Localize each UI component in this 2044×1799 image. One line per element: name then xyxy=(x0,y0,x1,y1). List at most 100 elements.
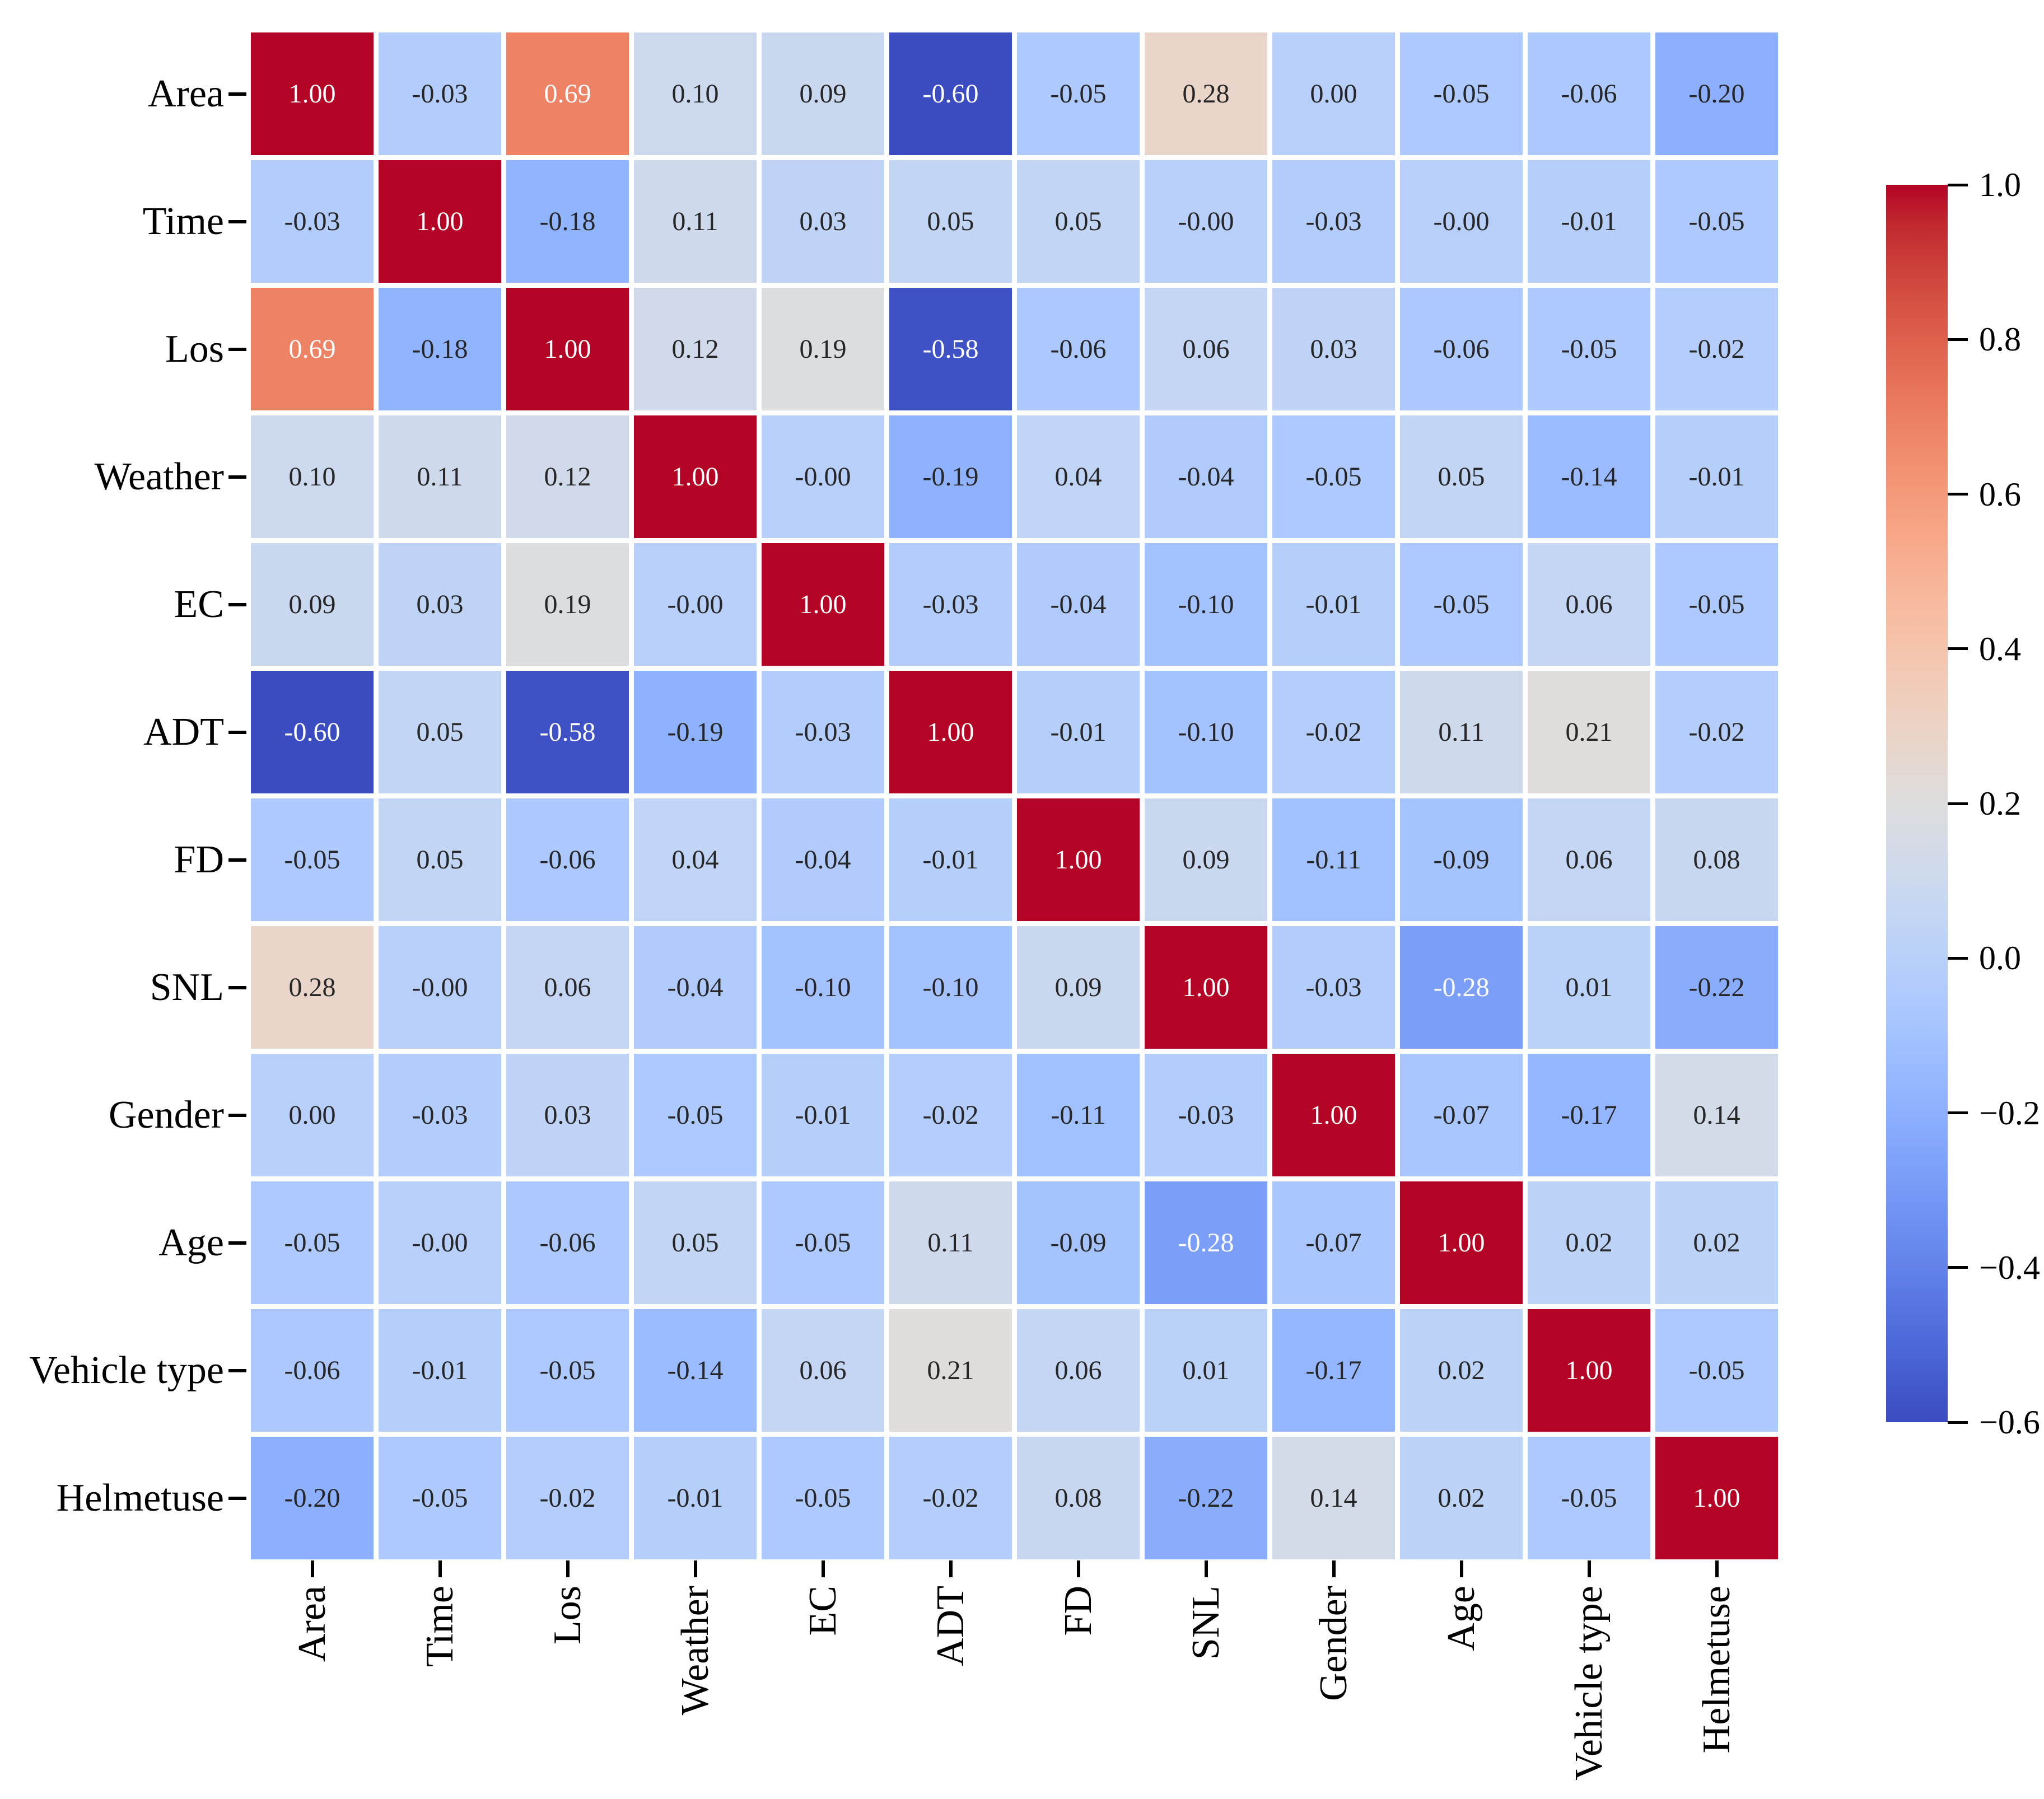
colorbar-tick-label: 0.4 xyxy=(1979,630,2021,667)
heatmap-cell: 0.03 xyxy=(1272,288,1395,410)
heatmap-cell: 0.05 xyxy=(379,798,501,921)
heatmap-cell: 0.03 xyxy=(379,543,501,666)
y-tick-label: Los xyxy=(165,327,224,371)
colorbar-tick-mark xyxy=(1948,956,1968,960)
y-tick-label: EC xyxy=(174,582,224,626)
x-tick-label: SNL xyxy=(1184,1586,1228,1660)
y-tick-mark xyxy=(228,858,246,862)
heatmap-cell: -0.07 xyxy=(1272,1181,1395,1304)
heatmap-cell: 1.00 xyxy=(634,415,757,538)
heatmap-cell: 0.69 xyxy=(251,288,374,410)
heatmap-cell: -0.06 xyxy=(1017,288,1140,410)
heatmap-cell: 1.00 xyxy=(506,288,629,410)
heatmap-cell: -0.10 xyxy=(1145,543,1267,666)
heatmap-cell: 1.00 xyxy=(1145,926,1267,1049)
heatmap-cell: 0.08 xyxy=(1655,798,1778,921)
x-tick-mark xyxy=(438,1560,442,1577)
heatmap-cell: 0.05 xyxy=(634,1181,757,1304)
heatmap-cell: -0.05 xyxy=(1400,32,1523,155)
heatmap-cell: 0.14 xyxy=(1272,1437,1395,1559)
x-tick-label: Age xyxy=(1439,1586,1483,1651)
heatmap-cell: 0.11 xyxy=(379,415,501,538)
heatmap-cell: -0.01 xyxy=(1272,543,1395,666)
y-tick-mark xyxy=(228,219,246,223)
x-tick-mark xyxy=(566,1560,570,1577)
colorbar-tick-label: −0.6 xyxy=(1979,1404,2040,1441)
y-tick-label: ADT xyxy=(143,710,224,754)
colorbar-tick-label: 1.0 xyxy=(1979,166,2021,203)
heatmap-cell: 0.19 xyxy=(506,543,629,666)
heatmap-cell: 0.04 xyxy=(634,798,757,921)
heatmap-cell: -0.07 xyxy=(1400,1054,1523,1176)
heatmap-cell: -0.01 xyxy=(889,798,1012,921)
y-tick-mark xyxy=(228,1368,246,1372)
x-tick-label: Area xyxy=(290,1586,334,1662)
heatmap-cell: 0.03 xyxy=(762,160,884,283)
y-tick-label: FD xyxy=(174,838,224,881)
heatmap-cell: -0.03 xyxy=(251,160,374,283)
colorbar-tick-mark xyxy=(1948,647,1968,651)
heatmap-cell: 0.14 xyxy=(1655,1054,1778,1176)
heatmap-cell: -0.06 xyxy=(1400,288,1523,410)
heatmap-cell: -0.28 xyxy=(1400,926,1523,1049)
heatmap-cell: -0.05 xyxy=(1017,32,1140,155)
y-tick-label: Vehicle type xyxy=(29,1348,224,1392)
heatmap-cell: -0.05 xyxy=(251,1181,374,1304)
heatmap-cell: 0.04 xyxy=(1017,415,1140,538)
heatmap-cell: 0.00 xyxy=(251,1054,374,1176)
x-tick-mark xyxy=(1459,1560,1463,1577)
colorbar-tick-label: 0.6 xyxy=(1979,475,2021,513)
heatmap-cell: -0.01 xyxy=(762,1054,884,1176)
x-tick-label: Time xyxy=(418,1586,461,1667)
x-tick-mark xyxy=(693,1560,697,1577)
y-tick-mark xyxy=(228,347,246,351)
heatmap-cell: 1.00 xyxy=(379,160,501,283)
heatmap-cell: 0.21 xyxy=(1528,671,1650,793)
heatmap-cell: 0.11 xyxy=(889,1181,1012,1304)
x-tick-mark xyxy=(821,1560,825,1577)
heatmap-cell: -0.17 xyxy=(1272,1309,1395,1432)
heatmap-cell: 0.28 xyxy=(1145,32,1267,155)
colorbar-tick-label: −0.2 xyxy=(1979,1094,2040,1132)
heatmap-cell: 1.00 xyxy=(889,671,1012,793)
heatmap-cell: -0.03 xyxy=(1145,1054,1267,1176)
heatmap-cell: -0.00 xyxy=(1400,160,1523,283)
heatmap-cell: 0.11 xyxy=(1400,671,1523,793)
colorbar-tick-label: 0.8 xyxy=(1979,321,2021,358)
heatmap-cell: 1.00 xyxy=(1528,1309,1650,1432)
colorbar-tick-mark xyxy=(1948,1266,1968,1269)
heatmap-cell: 0.05 xyxy=(1017,160,1140,283)
heatmap-cell: 0.10 xyxy=(251,415,374,538)
heatmap-cell: 0.10 xyxy=(634,32,757,155)
x-tick-label: Los xyxy=(545,1586,589,1644)
heatmap-cell: 0.05 xyxy=(379,671,501,793)
heatmap-cell: -0.06 xyxy=(506,1181,629,1304)
heatmap-cell: -0.05 xyxy=(1528,288,1650,410)
y-tick-label: Age xyxy=(158,1221,224,1264)
heatmap-cell: -0.04 xyxy=(634,926,757,1049)
heatmap-cell: 0.06 xyxy=(506,926,629,1049)
colorbar-tick-mark xyxy=(1948,1420,1968,1424)
heatmap-cell: -0.05 xyxy=(1272,415,1395,538)
heatmap-cell: -0.06 xyxy=(1528,32,1650,155)
heatmap-cell: -0.20 xyxy=(251,1437,374,1559)
heatmap-cell: 0.09 xyxy=(762,32,884,155)
heatmap-cell: -0.11 xyxy=(1272,798,1395,921)
heatmap-cell: -0.22 xyxy=(1655,926,1778,1049)
heatmap-cell: -0.14 xyxy=(1528,415,1650,538)
heatmap-cell: -0.19 xyxy=(889,415,1012,538)
y-tick-mark xyxy=(228,92,246,96)
heatmap-cell: 0.02 xyxy=(1655,1181,1778,1304)
heatmap-cell: 0.02 xyxy=(1400,1437,1523,1559)
heatmap-cell: -0.03 xyxy=(762,671,884,793)
heatmap-cell: 1.00 xyxy=(1272,1054,1395,1176)
x-tick-mark xyxy=(1204,1560,1208,1577)
x-tick-label: ADT xyxy=(928,1586,972,1666)
heatmap-cell: -0.60 xyxy=(889,32,1012,155)
y-tick-label: Helmetuse xyxy=(56,1476,224,1520)
heatmap-cell: -0.09 xyxy=(1400,798,1523,921)
heatmap-cell: -0.06 xyxy=(506,798,629,921)
heatmap-cell: -0.19 xyxy=(634,671,757,793)
colorbar-tick-mark xyxy=(1948,802,1968,805)
